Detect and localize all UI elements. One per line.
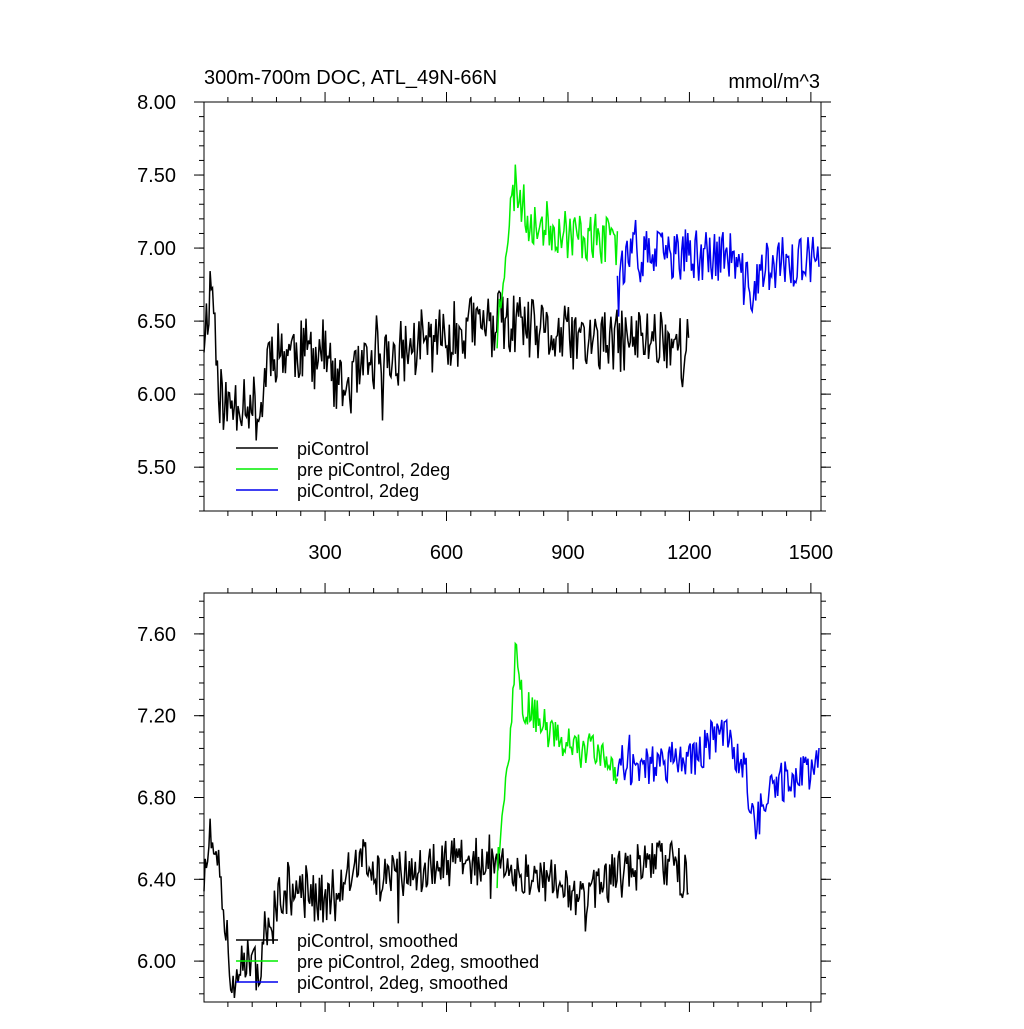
top-panel: 300m-700m DOC, ATL_49N-66N mmol/m^3 5.50… — [137, 67, 833, 564]
x-ticks-top: 300 600 900 1200 1500 — [227, 92, 834, 564]
legend-label: pre piControl, 2deg — [297, 460, 450, 480]
x-tick-label: 1200 — [667, 542, 712, 564]
y-tick-label: 6.00 — [137, 951, 176, 973]
x-ticks-bottom — [227, 583, 812, 1012]
y-tick-label: 6.50 — [137, 311, 176, 333]
series-line-1 — [496, 164, 619, 349]
y-tick-label: 7.20 — [137, 706, 176, 728]
series-line-1 — [496, 641, 619, 889]
y-tick-label: 6.00 — [137, 384, 176, 406]
series-line-0 — [203, 271, 690, 441]
series-top — [203, 164, 820, 441]
bottom-panel: 6.00 6.40 6.80 7.20 7.60 piControl, smoothed… — [137, 583, 831, 1012]
y-tick-label: 7.00 — [137, 238, 176, 260]
x-tick-label: 900 — [551, 542, 584, 564]
legend-label: piControl, smoothed — [297, 931, 458, 951]
y-tick-label: 8.00 — [137, 92, 176, 114]
y-tick-label: 7.60 — [137, 624, 176, 646]
x-tick-label: 1500 — [789, 542, 834, 564]
series-line-2 — [616, 718, 820, 840]
series-line-0 — [203, 818, 689, 998]
legend-label: piControl — [297, 439, 369, 459]
y-tick-label: 6.80 — [137, 788, 176, 810]
chart-title: 300m-700m DOC, ATL_49N-66N — [204, 67, 497, 89]
x-tick-label: 300 — [308, 542, 341, 564]
y-ticks-top: 5.50 6.00 6.50 7.00 7.50 8.00 — [137, 92, 831, 512]
units-label: mmol/m^3 — [728, 71, 820, 93]
series-bottom — [203, 641, 820, 998]
legend-label: pre piControl, 2deg, smoothed — [297, 952, 539, 972]
y-tick-label: 6.40 — [137, 869, 176, 891]
legend-label: piControl, 2deg, smoothed — [297, 973, 508, 993]
y-tick-label: 7.50 — [137, 165, 176, 187]
y-tick-label: 5.50 — [137, 457, 176, 479]
y-ticks-bottom: 6.00 6.40 6.80 7.20 7.60 — [137, 600, 831, 995]
legend-label: piControl, 2deg — [297, 481, 419, 501]
series-line-2 — [616, 219, 820, 317]
x-tick-label: 600 — [430, 542, 463, 564]
